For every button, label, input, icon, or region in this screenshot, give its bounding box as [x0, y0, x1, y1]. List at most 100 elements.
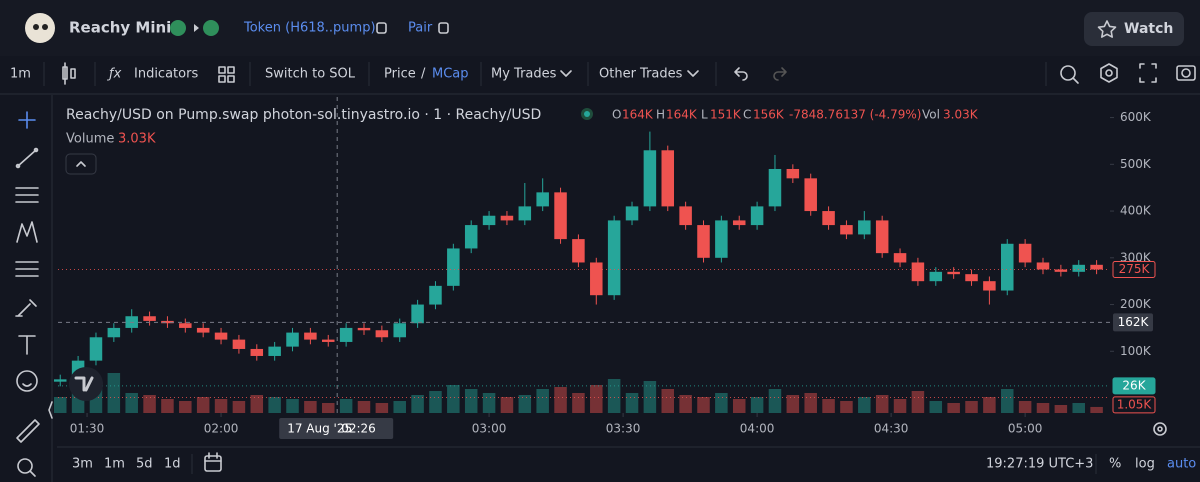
my-trades[interactable]: My Trades: [491, 67, 557, 82]
x-tick-label: 01:30: [70, 422, 105, 436]
candle-body: [1054, 269, 1068, 272]
candle-body: [232, 339, 246, 349]
x-tick-label: 03:30: [606, 422, 641, 436]
x-tick-label: 04:00: [740, 422, 775, 436]
volume-bar: [268, 397, 281, 413]
candle-body: [715, 220, 728, 258]
candle-body: [1036, 262, 1050, 270]
volume-bar: [643, 381, 657, 413]
y-tick-label: 600K: [1120, 110, 1152, 124]
range-5d[interactable]: 5d: [136, 457, 153, 472]
crosshair-price-label: 162K: [1118, 315, 1150, 329]
candle-body: [697, 225, 710, 258]
volume-bar: [179, 401, 192, 413]
chevron: [687, 70, 699, 77]
price-toggle[interactable]: Price: [384, 67, 416, 82]
y-tick-label: 200K: [1120, 297, 1152, 311]
volume-bar: [875, 395, 889, 413]
l-label: L: [701, 108, 708, 122]
candle-body: [607, 220, 621, 296]
copy-icon[interactable]: [438, 22, 449, 34]
volume-bar: [607, 379, 621, 413]
indicators[interactable]: Indicators: [134, 67, 198, 82]
h-value: 164K: [666, 108, 698, 122]
volume-bar: [429, 391, 442, 413]
avatar[interactable]: [25, 13, 55, 43]
collapse-button[interactable]: [65, 153, 97, 175]
other-trades[interactable]: Other Trades: [599, 67, 683, 82]
volume-bar: [357, 401, 371, 413]
candle-body: [500, 215, 514, 221]
range-3m[interactable]: 3m: [72, 457, 93, 472]
token-link[interactable]: Token (H618..pump): [243, 21, 376, 36]
candle-body: [464, 225, 478, 249]
chart-title: Reachy/USD on Pump.swap photon-sol.tinya…: [66, 107, 541, 123]
candle-body: [357, 327, 371, 331]
volume-bar: [929, 401, 943, 413]
fx-icon: ƒx: [106, 67, 122, 82]
candle-body: [429, 285, 442, 305]
collapse-panel[interactable]: [48, 401, 53, 419]
volume-bar: [786, 395, 800, 413]
candle-body: [375, 330, 389, 338]
undo-icon[interactable]: [734, 67, 748, 81]
volume-bar: [500, 397, 514, 413]
switch-sol[interactable]: Switch to SOL: [265, 67, 356, 82]
log-toggle[interactable]: log: [1135, 457, 1155, 472]
volume-bar: [536, 389, 549, 413]
candle-body: [286, 332, 299, 347]
chevron-up: [76, 161, 86, 167]
layout-icon[interactable]: [218, 66, 235, 83]
range-1m[interactable]: 1m: [104, 457, 125, 472]
range-1d[interactable]: 1d: [164, 457, 181, 472]
interval[interactable]: 1m: [10, 67, 31, 82]
volume-bar: [339, 399, 353, 413]
candle-body: [661, 150, 675, 207]
percent-toggle[interactable]: %: [1109, 457, 1121, 472]
o-value: 164K: [622, 108, 654, 122]
drawing-tools[interactable]: [15, 111, 40, 477]
volume-bar: [196, 397, 210, 413]
candle-body: [1090, 264, 1103, 270]
clock: 19:27:19 UTC+3: [986, 457, 1093, 472]
tv-logo: [69, 367, 103, 401]
y-tick-label: 300K: [1120, 250, 1152, 264]
candle-body: [804, 178, 817, 212]
candle-body: [53, 379, 67, 382]
watch-button[interactable]: [1084, 12, 1184, 46]
candle-body: [107, 327, 121, 338]
candle-body: [447, 248, 460, 286]
copy-icon[interactable]: [376, 22, 387, 34]
candle-body: [518, 206, 532, 221]
mcap-toggle[interactable]: MCap: [432, 67, 469, 82]
redo-icon[interactable]: [773, 67, 787, 81]
candle-body: [643, 150, 657, 207]
token-name: Reachy Mini: [69, 19, 171, 37]
candle-icon[interactable]: [62, 62, 76, 85]
change: -7848.76137 (-4.79%): [789, 108, 922, 122]
toolbar: [0, 56, 1200, 94]
volume-bar: [232, 401, 246, 413]
price-marker-label: 26K: [1122, 378, 1146, 392]
l-value: 151K: [710, 108, 742, 122]
volume-bar: [625, 393, 639, 413]
volume-bar: [947, 403, 960, 413]
candle-body: [590, 262, 603, 296]
volume-bar: [1001, 389, 1014, 413]
auto-toggle[interactable]: auto: [1167, 457, 1196, 472]
y-tick-label: 400K: [1120, 204, 1152, 218]
screenshot-icons[interactable]: [1060, 63, 1196, 84]
avatar-eye: [42, 24, 48, 30]
candle-body: [214, 332, 228, 340]
candle-body: [750, 206, 764, 226]
volume-bar: [250, 395, 264, 413]
candle-body: [893, 253, 907, 263]
pair-link[interactable]: Pair: [408, 21, 433, 36]
settings-icon[interactable]: [1153, 422, 1167, 436]
candle-body: [875, 220, 889, 254]
volume-bar: [822, 399, 835, 413]
crosshair-time-label: 02:26: [341, 422, 376, 436]
goto-date-icon[interactable]: [204, 452, 222, 472]
